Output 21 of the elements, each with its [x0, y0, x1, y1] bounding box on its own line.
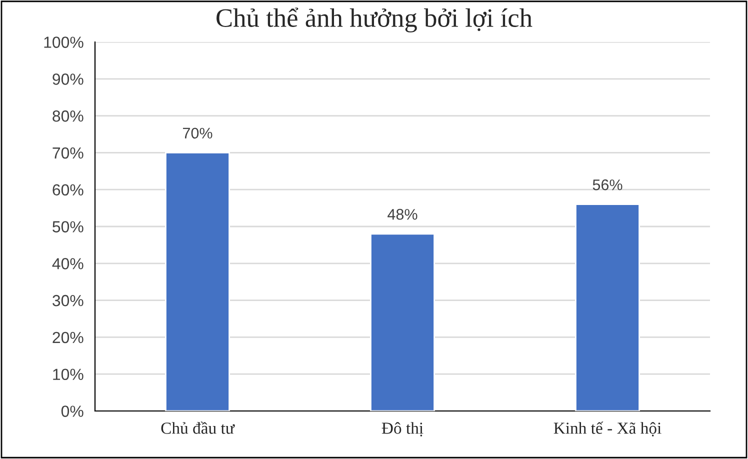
x-tick-label: Đô thị	[382, 422, 424, 436]
y-tick-label: 20%	[52, 332, 84, 344]
data-label: 56%	[592, 179, 622, 190]
y-tick-label: 70%	[52, 147, 84, 159]
y-tick-label: 30%	[52, 294, 84, 306]
y-tick-label: 10%	[53, 368, 84, 380]
y-tick-label: 40%	[52, 258, 84, 270]
bar	[575, 204, 640, 411]
bar	[165, 152, 230, 411]
data-label: 70%	[182, 128, 212, 139]
x-tick-label: Chủ đầu tư	[161, 422, 235, 434]
y-tick-label: 50%	[52, 221, 84, 232]
y-tick-label: 0%	[61, 406, 84, 417]
chart-title: Chủ thể ảnh hưởng bởi lợi ích	[216, 8, 532, 32]
y-tick-label: 100%	[44, 36, 84, 48]
x-tick-label: Kinh tế - Xã hội	[554, 422, 662, 436]
y-tick-label: 90%	[52, 74, 84, 85]
y-tick-label: 80%	[52, 110, 84, 122]
data-label: 48%	[388, 208, 418, 220]
y-tick-label: 60%	[52, 184, 84, 196]
bar	[370, 233, 435, 411]
